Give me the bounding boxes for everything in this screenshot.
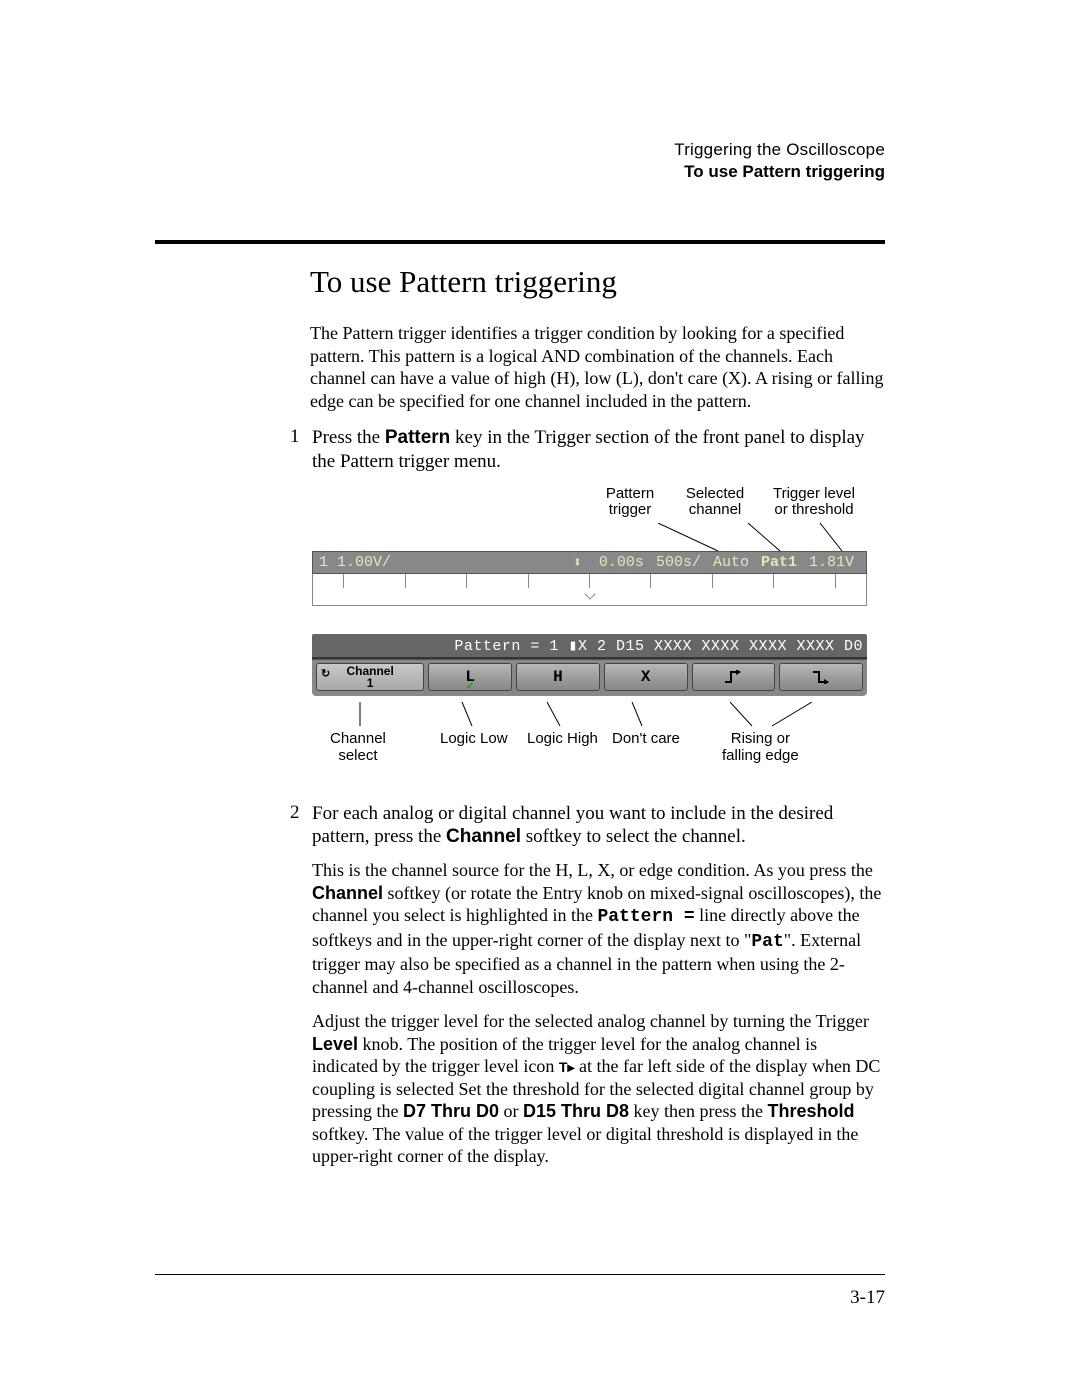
status-pat: Pat1 [755,554,803,571]
callouts-bottom: Channel select Logic Low Logic High Don'… [312,702,867,774]
step1-pre: Press the [312,427,385,448]
callouts-top: Pattern trigger Selected channel Trigger… [312,486,867,519]
check-icon: ✓ [466,681,474,692]
rule-bottom [155,1274,885,1275]
rule-top [155,240,885,244]
status-left: 1 1.00V/ [319,554,391,571]
step-number: 1 [290,426,300,448]
header-chapter: Triggering the Oscilloscope [155,140,885,160]
step-1: 1 Press the Pattern key in the Trigger s… [292,426,885,474]
falling-edge-icon [812,670,830,684]
channel-softkey-label: Channel [446,826,521,847]
softkey-row: ↻ Channel 1 L ✓ H X [312,659,867,696]
scope-figure: Pattern trigger Selected channel Trigger… [312,486,867,774]
step-2: 2 For each analog or digital channel you… [292,802,885,850]
page-number: 3-17 [850,1287,885,1309]
pattern-key-label: Pattern [385,427,450,448]
softkey-falling[interactable] [779,663,863,691]
trigger-level-icon: T▸ [559,1059,575,1075]
softkey-low[interactable]: L ✓ [428,663,512,691]
intro-paragraph: The Pattern trigger identifies a trigger… [310,322,885,412]
status-right: 0.00s 500s/ Auto Pat1 1.81V [593,554,860,571]
page: Triggering the Oscilloscope To use Patte… [0,0,1080,1397]
callout-logic-high: Logic High [527,730,598,747]
softkey-high[interactable]: H [516,663,600,691]
scope-status-bar: 1 1.00V/ ⬍ 0.00s 500s/ Auto Pat1 1.81V [312,551,867,574]
step-number: 2 [290,802,300,824]
softkey-dontcare[interactable]: X [604,663,688,691]
softkey-rising[interactable] [692,663,776,691]
callout-trigger-level: Trigger level or threshold [765,486,863,519]
ticks-row [312,574,867,606]
lead-lines-bottom [312,702,867,732]
rising-edge-icon [724,670,742,684]
step-2-text: For each analog or digital channel you w… [312,802,879,850]
step-1-text: Press the Pattern key in the Trigger sec… [312,426,879,474]
status-mode: Auto [707,554,755,571]
step2-para-a: This is the channel source for the H, L,… [312,859,885,998]
callout-pattern-trigger: Pattern trigger [595,486,665,519]
step2-para-b: Adjust the trigger level for the selecte… [312,1010,885,1168]
content: To use Pattern triggering The Pattern tr… [310,264,885,1168]
running-header: Triggering the Oscilloscope To use Patte… [155,140,885,182]
callout-edge: Rising or falling edge [722,730,799,765]
header-section: To use Pattern triggering [155,162,885,182]
lead-lines-top [312,523,867,551]
status-divider-icon: ⬍ [573,553,582,572]
knob-icon: ↻ [321,669,330,680]
status-time: 0.00s [593,554,650,571]
pattern-line-text: Pattern = 1 ▮X 2 D15 XXXX XXXX XXXX XXXX… [394,636,863,655]
page-title: To use Pattern triggering [310,264,885,300]
status-volt: 1.81V [803,554,860,571]
status-div: 500s/ [650,554,707,571]
step2-post: softkey to select the channel. [521,826,746,847]
callout-channel-select: Channel select [330,730,386,765]
callout-selected-channel: Selected channel [677,486,753,519]
callout-dont-care: Don't care [612,730,680,747]
callout-logic-low: Logic Low [440,730,508,747]
pattern-status-line: Pattern = 1 ▮X 2 D15 XXXX XXXX XXXX XXXX… [312,634,867,659]
softkey-channel[interactable]: ↻ Channel 1 [316,663,424,691]
